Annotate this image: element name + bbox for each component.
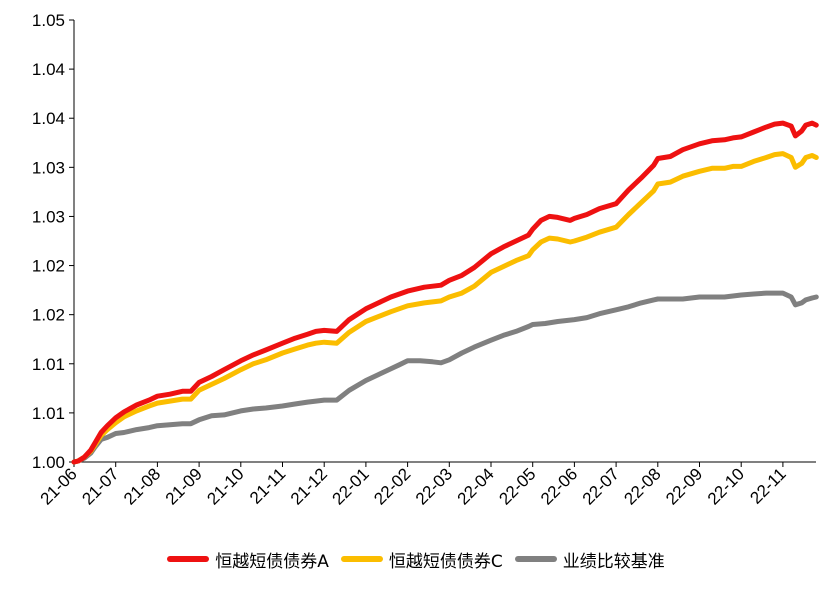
x-tick-label: 22-09 [662,464,706,508]
x-tick-label: 22-10 [704,464,748,508]
series-line-a [71,120,819,465]
x-tick-label: 21-08 [120,464,164,508]
series-line-c [71,151,819,465]
x-tick-label: 21-09 [162,464,206,508]
legend-item-series-a: 恒越短债债券A [167,547,329,572]
legend-label-series-a: 恒越短债债券A [215,551,329,572]
x-tick-label: 22-05 [495,464,539,508]
y-axis: 1.00 1.01 1.01 1.02 1.02 1.03 1.03 1.04 1.04 1.05 [32,11,75,472]
x-tick-label: 22-03 [412,464,456,508]
legend-swatch-series-a [167,556,210,562]
x-axis: 21-0621-0721-0821-0921-1021-1121-1222-01… [37,461,816,509]
y-tick-label: 1.02 [32,257,65,276]
x-tick-label: 21-12 [287,464,331,508]
line-chart: 1.00 1.01 1.01 1.02 1.02 1.03 1.03 1.04 1.04 1.05… [32,11,819,509]
y-tick-label: 1.04 [32,60,65,79]
legend: 恒越短债债券A 恒越短债债券C 业绩比较基准 [0,544,832,574]
x-tick-label: 21-11 [246,464,289,507]
legend-label-series-c: 恒越短债债券C [388,551,503,572]
x-tick-label: 21-07 [78,464,122,508]
legend-item-benchmark: 业绩比较基准 [514,547,665,572]
x-tick-label: 22-01 [329,464,373,508]
y-tick-label: 1.01 [32,355,65,374]
y-tick-label: 1.00 [32,453,65,472]
x-tick-label: 22-11 [746,464,789,507]
x-tick-label: 22-08 [620,464,664,508]
y-tick-label: 1.05 [32,11,65,30]
y-tick-label: 1.04 [32,109,65,128]
y-tick-label: 1.03 [32,158,65,177]
x-tick-label: 22-06 [537,464,581,508]
legend-label-benchmark: 业绩比较基准 [562,551,665,572]
x-tick-label: 22-02 [370,464,414,508]
x-tick-label: 22-04 [454,464,498,508]
legend-swatch-benchmark [514,556,557,562]
y-tick-label: 1.01 [32,404,65,423]
series-line-benchmark [71,290,819,465]
x-tick-label: 21-10 [203,464,247,508]
y-tick-label: 1.03 [32,207,65,226]
legend-swatch-series-c [340,556,383,562]
plot-area [71,120,819,465]
x-tick-label: 22-07 [579,464,623,508]
y-tick-label: 1.02 [32,306,65,325]
legend-item-series-c: 恒越短债债券C [340,547,503,572]
